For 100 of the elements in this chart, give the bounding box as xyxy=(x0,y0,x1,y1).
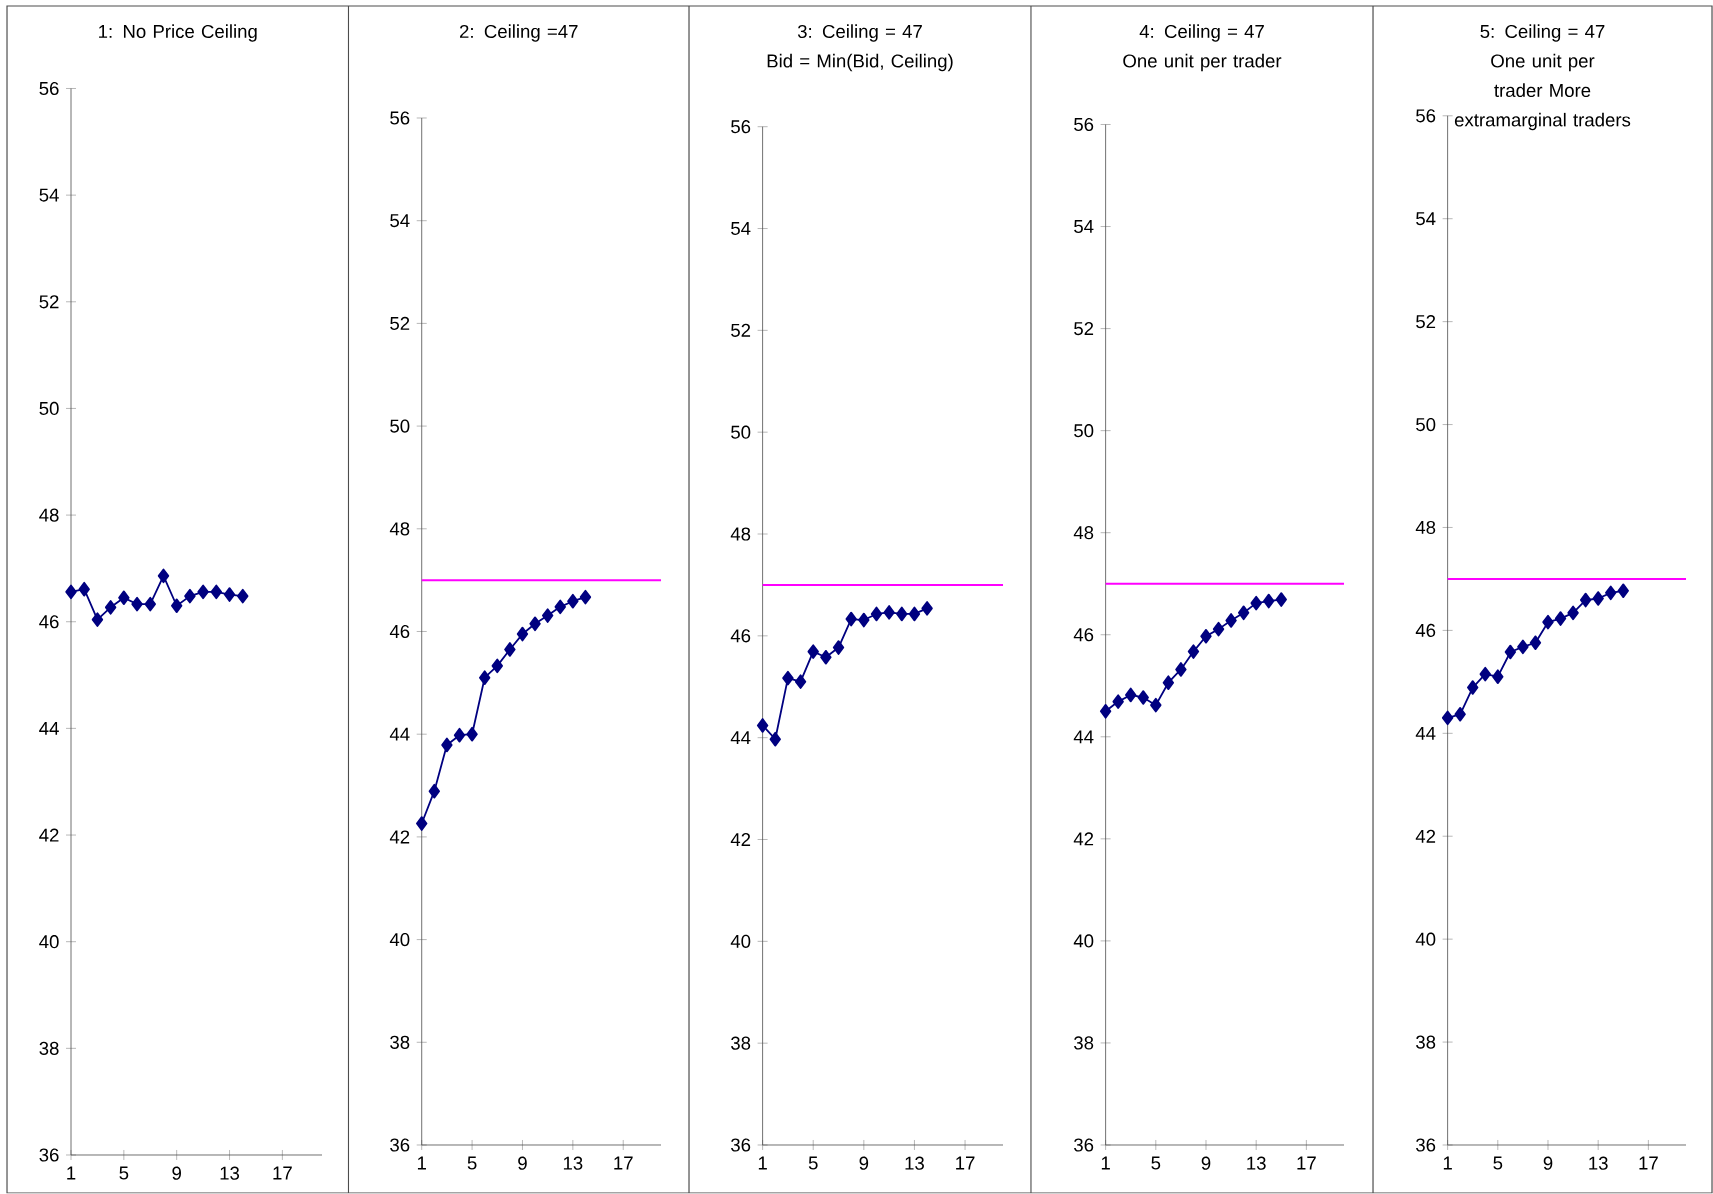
chart-title: 4: Ceiling = 47 xyxy=(1139,24,1264,42)
x-tick-label: 13 xyxy=(1247,1156,1266,1170)
point xyxy=(807,644,819,660)
point xyxy=(157,568,170,584)
point xyxy=(782,671,794,686)
point xyxy=(794,674,807,690)
point xyxy=(756,718,769,733)
x-tick-label: 9 xyxy=(859,1156,869,1170)
point xyxy=(1162,675,1175,691)
x-tick-label: 17 xyxy=(614,1156,633,1170)
point xyxy=(858,612,870,628)
chart-title: 5: Ceiling = 47 xyxy=(1480,24,1605,42)
y-tick-label: 48 xyxy=(1073,526,1094,540)
y-tick-label: 42 xyxy=(730,833,751,847)
y-tick-label: 54 xyxy=(390,214,410,228)
x-tick-label: 9 xyxy=(1201,1156,1211,1170)
point xyxy=(453,728,466,743)
point xyxy=(1504,644,1517,660)
point xyxy=(91,612,104,628)
point xyxy=(170,598,183,614)
y-tick-label: 54 xyxy=(1416,212,1436,226)
point xyxy=(210,584,223,600)
point xyxy=(1517,639,1529,655)
y-tick-label: 42 xyxy=(1415,829,1436,843)
y-tick-label: 38 xyxy=(1074,1036,1094,1050)
point xyxy=(1200,629,1212,644)
point xyxy=(1567,605,1579,621)
y-tick-label: 54 xyxy=(1074,220,1094,234)
point xyxy=(478,670,491,686)
y-tick-label: 44 xyxy=(1073,730,1094,744)
point xyxy=(441,737,453,753)
point xyxy=(1263,593,1275,609)
y-tick-label: 36 xyxy=(390,1138,410,1152)
y-tick-label: 46 xyxy=(1073,628,1094,642)
point xyxy=(223,587,236,603)
y-tick-label: 52 xyxy=(1074,322,1094,336)
point xyxy=(1542,615,1554,630)
y-tick-label: 56 xyxy=(390,111,410,125)
point xyxy=(1099,704,1112,719)
y-tick-label: 40 xyxy=(730,934,751,949)
y-tick-label: 36 xyxy=(1416,1138,1436,1152)
point xyxy=(78,582,90,597)
point xyxy=(1187,644,1200,660)
y-tick-label: 40 xyxy=(1415,932,1436,946)
y-tick-label: 38 xyxy=(39,1041,59,1056)
point xyxy=(1150,698,1162,713)
point xyxy=(1617,583,1629,599)
point xyxy=(554,599,566,615)
y-tick-label: 36 xyxy=(1074,1138,1094,1152)
point xyxy=(1441,710,1454,726)
point xyxy=(579,589,592,605)
point xyxy=(1529,635,1542,651)
x-tick-label: 9 xyxy=(1543,1156,1553,1170)
y-tick-label: 44 xyxy=(389,728,410,741)
x-tick-label: 1 xyxy=(758,1156,767,1170)
point xyxy=(1275,592,1287,608)
y-tick-label: 36 xyxy=(731,1138,751,1152)
x-tick-label: 1 xyxy=(1101,1156,1110,1170)
point xyxy=(1237,605,1250,621)
point xyxy=(529,616,541,632)
chart-title: 3: Ceiling = 47 xyxy=(797,24,922,42)
y-tick-label: 52 xyxy=(390,317,410,331)
point xyxy=(516,626,529,642)
y-tick-label: 42 xyxy=(1073,832,1094,846)
point xyxy=(144,597,156,612)
point xyxy=(1605,585,1617,601)
y-tick-label: 50 xyxy=(390,419,410,433)
y-tick-label: 56 xyxy=(39,82,59,96)
point xyxy=(845,611,857,627)
point xyxy=(1479,667,1491,682)
point xyxy=(197,584,209,600)
point xyxy=(466,727,478,742)
x-tick-label: 1 xyxy=(417,1156,426,1170)
point xyxy=(1554,611,1567,627)
point xyxy=(504,642,516,657)
y-tick-label: 38 xyxy=(390,1035,410,1050)
point xyxy=(1492,669,1504,685)
point xyxy=(908,606,921,622)
x-tick-label: 17 xyxy=(956,1156,975,1170)
point xyxy=(65,584,77,600)
point xyxy=(541,608,554,624)
x-tick-label: 17 xyxy=(1297,1156,1316,1170)
chart-title: 2: Ceiling =47 xyxy=(460,24,578,42)
y-tick-label: 48 xyxy=(1415,521,1436,535)
x-tick-label: 5 xyxy=(467,1156,477,1170)
point xyxy=(104,600,117,615)
y-tick-label: 40 xyxy=(39,935,59,949)
point xyxy=(1212,622,1225,637)
y-tick-label: 50 xyxy=(731,425,751,439)
x-tick-label: 13 xyxy=(563,1156,583,1170)
point xyxy=(1454,707,1466,722)
point xyxy=(118,590,130,606)
y-tick-label: 52 xyxy=(39,295,59,309)
point xyxy=(870,606,883,622)
chart-subtitle: One unit per trader xyxy=(1123,54,1282,72)
x-tick-label: 1 xyxy=(1443,1156,1452,1170)
chart-title: 1: No Price Ceiling xyxy=(99,24,257,42)
y-tick-label: 40 xyxy=(389,933,410,947)
x-tick-label: 17 xyxy=(1639,1156,1658,1170)
y-tick-label: 46 xyxy=(1415,624,1436,638)
